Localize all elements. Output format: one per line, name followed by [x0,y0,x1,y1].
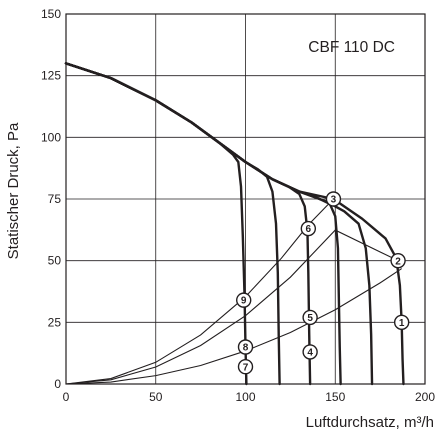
x-axis-title: Luftdurchsatz, m³/h [306,414,434,431]
marker-label: 9 [241,296,247,307]
y-axis-title: Statischer Druck, Pa [5,122,22,259]
marker-label: 8 [243,343,249,354]
marker-circle [237,339,254,355]
chart-title: CBF 110 DC [308,39,395,56]
fan-curves [64,62,405,386]
marker-2: 2 [390,252,406,269]
plot-frame [65,13,426,385]
marker-circle [300,220,317,237]
marker-circle [393,314,410,331]
fan-curve-6 [64,62,405,386]
y-tick-label: 25 [48,315,62,329]
x-tick-label: 200 [415,390,435,404]
x-tick-label: 0 [63,390,70,404]
x-tick-label: 150 [325,390,345,404]
system-curve-2 [65,229,399,385]
y-tick-label: 0 [54,377,61,391]
marker-label: 1 [399,318,405,329]
marker-6: 6 [300,220,317,237]
marker-circle [302,309,318,326]
marker-circle [237,359,254,375]
marker-label: 6 [306,224,312,235]
system-curves [65,198,402,385]
marker-7: 7 [237,359,254,375]
fan-curve-3 [64,62,312,386]
y-tick-label: 125 [41,69,61,83]
marker-circle [390,252,406,269]
marker-circle [302,344,318,360]
marker-label: 7 [243,362,249,373]
x-tick-label: 50 [149,390,163,404]
fan-curve-4 [64,62,342,386]
y-tick-label: 75 [48,192,62,206]
marker-circle [325,191,342,207]
marker-9: 9 [236,292,252,308]
marker-4: 4 [302,344,318,360]
marker-8: 8 [237,339,254,355]
system-curve-1 [65,268,402,385]
y-tick-label: 100 [41,130,61,144]
marker-label: 2 [395,256,401,267]
marker-label: 5 [307,313,313,324]
markers: 1 2 3 4 5 6 7 8 9 [236,191,410,375]
marker-circle [236,292,252,308]
marker-5: 5 [302,309,318,326]
y-tick-label: 50 [48,254,62,268]
marker-1: 1 [393,314,410,331]
fan-curve-5 [64,62,374,386]
y-tick-label: 150 [41,7,61,21]
marker-label: 4 [307,348,313,359]
fan-curve-1 [64,62,248,386]
marker-label: 3 [331,195,337,206]
marker-3: 3 [325,191,342,207]
system-curve-3 [65,198,334,385]
x-tick-label: 100 [235,390,255,404]
